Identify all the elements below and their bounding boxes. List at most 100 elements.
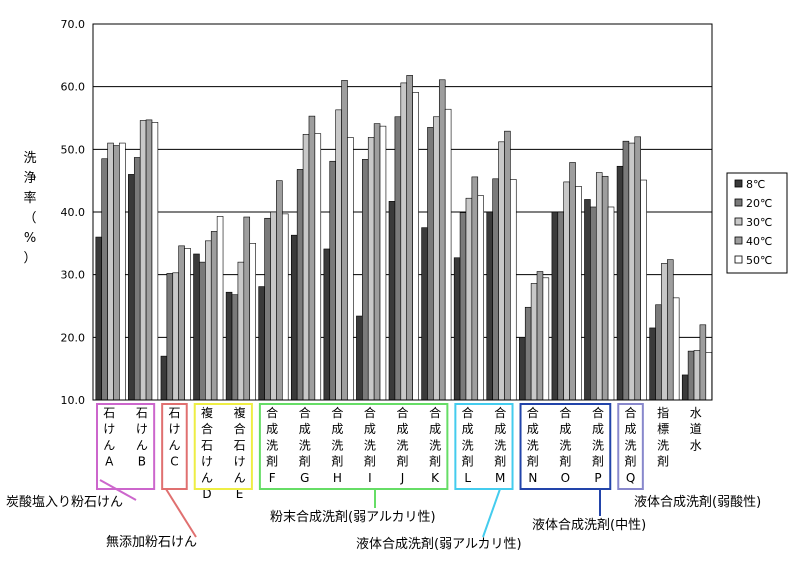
bar-4-0 bbox=[225, 291, 233, 401]
bar-0-0 bbox=[95, 236, 103, 401]
bar-12-0 bbox=[486, 211, 493, 401]
bar-7-0 bbox=[323, 248, 331, 401]
bars bbox=[95, 75, 713, 401]
category-label: 合成洗剤 K bbox=[429, 405, 441, 485]
bar-2-4 bbox=[184, 248, 191, 401]
bar-18-3 bbox=[699, 324, 707, 401]
bar-4-1 bbox=[231, 294, 239, 401]
category-label: 合成洗剤 N bbox=[527, 405, 539, 485]
bar-6-2 bbox=[302, 133, 310, 401]
bar-1-1 bbox=[133, 157, 141, 401]
legend-swatch bbox=[734, 198, 743, 207]
annotation-label: 炭酸塩入り粉石けん bbox=[6, 495, 123, 510]
bar-14-1 bbox=[557, 211, 565, 401]
bar-2-0 bbox=[160, 355, 168, 401]
group-box bbox=[617, 403, 644, 490]
category-label: 合成洗剤 P bbox=[592, 405, 604, 485]
bar-18-4 bbox=[705, 352, 713, 401]
legend-label: 30℃ bbox=[746, 216, 772, 229]
bar-16-3 bbox=[634, 136, 641, 401]
category-label: 合成洗剤 L bbox=[462, 405, 474, 485]
bar-5-3 bbox=[276, 180, 283, 401]
category-label: 合成洗剤 G bbox=[299, 405, 311, 485]
y-tick-labels: 10.0 20.0 30.0 40.0 50.0 60.0 70.0 bbox=[61, 18, 86, 407]
bar-3-2 bbox=[205, 240, 212, 401]
bar-4-4 bbox=[249, 243, 256, 401]
bar-17-2 bbox=[661, 263, 668, 401]
bar-10-0 bbox=[421, 227, 428, 401]
bar-7-3 bbox=[341, 80, 348, 401]
category-label: 石けん B bbox=[136, 406, 148, 469]
plot-area-border bbox=[92, 23, 713, 401]
bar-6-0 bbox=[290, 234, 298, 401]
bar-16-2 bbox=[628, 142, 636, 401]
bar-3-1 bbox=[199, 261, 206, 401]
bar-12-4 bbox=[510, 179, 517, 401]
legend-label: 20℃ bbox=[746, 197, 772, 210]
bar-4-3 bbox=[243, 216, 251, 401]
annotation-label: 液体合成洗剤(中性) bbox=[532, 517, 646, 533]
bar-14-4 bbox=[575, 186, 582, 401]
bar-10-2 bbox=[433, 116, 440, 401]
y-axis-title: 洗浄率（%） bbox=[23, 151, 36, 266]
category-label: 複合石けん D bbox=[201, 405, 213, 501]
y-tick-label: 20.0 bbox=[61, 331, 86, 344]
bar-16-4 bbox=[640, 179, 647, 401]
bar-15-0 bbox=[584, 199, 591, 401]
bar-10-4 bbox=[444, 108, 452, 401]
bar-15-3 bbox=[601, 175, 609, 401]
bar-11-4 bbox=[477, 195, 484, 401]
bar-3-3 bbox=[210, 231, 218, 401]
group-box bbox=[258, 403, 449, 490]
bar-2-1 bbox=[166, 273, 174, 401]
bar-8-4 bbox=[379, 125, 387, 401]
group-boxes bbox=[96, 403, 644, 490]
bar-16-1 bbox=[622, 140, 630, 401]
legend-swatch bbox=[734, 236, 743, 245]
group-box bbox=[454, 403, 514, 490]
bar-15-4 bbox=[607, 206, 615, 401]
bar-13-3 bbox=[536, 271, 544, 401]
bar-8-0 bbox=[356, 315, 363, 401]
group-box bbox=[193, 403, 253, 490]
bar-8-2 bbox=[367, 137, 375, 401]
legend-label: 40℃ bbox=[746, 235, 772, 248]
bar-2-3 bbox=[178, 245, 185, 401]
bar-5-1 bbox=[264, 217, 271, 401]
legend: 8℃ 20℃ 30℃ 40℃ 50℃ bbox=[726, 172, 788, 274]
category-label: 合成洗剤 H bbox=[331, 405, 343, 485]
bar-7-2 bbox=[335, 109, 342, 401]
bar-18-2 bbox=[693, 350, 701, 401]
bar-8-3 bbox=[373, 123, 381, 401]
annotation-label: 無添加粉石けん bbox=[106, 535, 197, 550]
bar-14-0 bbox=[551, 211, 559, 401]
bar-11-3 bbox=[471, 176, 479, 401]
annotation-label: 粉末合成洗剤(弱アルカリ性) bbox=[270, 509, 436, 525]
group-box bbox=[519, 403, 612, 490]
bar-6-1 bbox=[296, 169, 304, 401]
legend-label: 8℃ bbox=[746, 178, 765, 191]
bar-18-1 bbox=[687, 350, 695, 401]
y-tick-label: 10.0 bbox=[61, 394, 86, 407]
bar-13-0 bbox=[519, 337, 526, 401]
bar-14-2 bbox=[563, 181, 570, 401]
bar-11-2 bbox=[465, 197, 473, 401]
group-box bbox=[161, 403, 188, 490]
bar-12-1 bbox=[492, 178, 499, 401]
bar-4-2 bbox=[237, 261, 245, 401]
y-tick-label: 70.0 bbox=[61, 18, 86, 31]
category-label: 石けん C bbox=[168, 406, 180, 469]
bar-1-0 bbox=[128, 174, 135, 401]
category-label: 複合石けん E bbox=[234, 405, 246, 501]
bar-0-2 bbox=[107, 142, 114, 401]
bar-7-4 bbox=[347, 137, 354, 401]
bar-12-3 bbox=[504, 130, 511, 401]
category-label: 指標洗剤 bbox=[657, 405, 669, 469]
bar-9-3 bbox=[406, 75, 413, 401]
y-tick-label: 40.0 bbox=[61, 206, 86, 219]
bar-13-2 bbox=[530, 283, 538, 401]
legend-swatch bbox=[734, 179, 743, 188]
bar-15-2 bbox=[595, 172, 603, 401]
